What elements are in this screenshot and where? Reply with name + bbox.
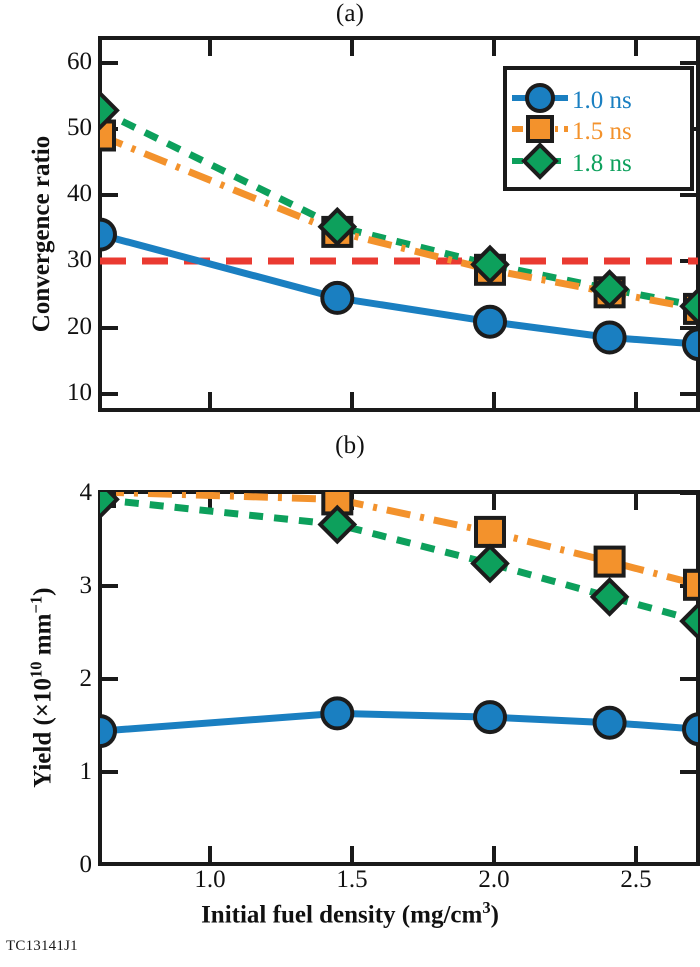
panel-a-plot-area: 1.0 ns 1.5 ns 1.8 ns <box>98 36 700 412</box>
panel-b-plot-area <box>98 490 700 866</box>
panel-a-markers-1-0ns <box>100 217 698 362</box>
panel-b-markers-1-0ns <box>100 696 698 749</box>
panel-a-ytick-30: 30 <box>67 246 92 273</box>
x-label-prefix: Initial fuel density (mg/cm <box>201 901 483 929</box>
legend-item-1-8ns[interactable]: 1.8 ns <box>512 142 632 180</box>
panel-a-ytick-50: 50 <box>67 114 92 141</box>
panel-b-markers-1-8ns <box>100 492 698 640</box>
xtick-1-0: 1.0 <box>194 866 226 893</box>
panel-a-line-1-5ns <box>100 132 698 313</box>
panel-a-ytick-60: 60 <box>67 48 92 75</box>
panel-b-ytick-1: 1 <box>79 758 93 785</box>
legend-square-icon <box>526 115 554 143</box>
panel-b-ytick-0: 0 <box>79 851 93 878</box>
xtick-2-5: 2.5 <box>620 866 652 893</box>
figure-id-code: TC13141J1 <box>6 938 78 954</box>
panel-b-ytick-2: 2 <box>79 665 93 692</box>
legend[interactable]: 1.0 ns 1.5 ns 1.8 ns <box>503 66 694 191</box>
xtick-1-5: 1.5 <box>336 866 368 893</box>
panel-a-line-1-8ns <box>100 107 698 310</box>
panel-b-title: (b) <box>335 432 365 459</box>
panel-b-line-1-8ns <box>100 495 698 625</box>
panel-a-ytick-40: 40 <box>67 180 92 207</box>
legend-label-1-8ns: 1.8 ns <box>572 150 632 177</box>
legend-item-1-5ns[interactable]: 1.5 ns <box>512 115 632 145</box>
xtick-2-0: 2.0 <box>478 866 510 893</box>
panel-a-x-ticks <box>208 38 638 410</box>
x-label-exponent: 3 <box>482 898 491 917</box>
legend-item-1-0ns[interactable]: 1.0 ns <box>512 83 632 114</box>
x-label-suffix: ) <box>490 901 499 929</box>
panel-b-ytick-4: 4 <box>79 479 93 506</box>
legend-label-1-5ns: 1.5 ns <box>572 118 632 145</box>
panel-b-ytick-3: 3 <box>79 572 93 599</box>
legend-label-1-0ns: 1.0 ns <box>572 87 632 114</box>
panel-a-title: (a) <box>335 0 365 27</box>
x-axis-label: Initial fuel density (mg/cm3) <box>0 898 700 929</box>
panel-a-ytick-10: 10 <box>67 379 92 406</box>
legend-circle-icon <box>525 83 555 113</box>
panel-a-ytick-20: 20 <box>67 313 92 340</box>
legend-diamond-icon <box>521 142 559 180</box>
panel-a-markers-1-8ns <box>100 90 698 326</box>
